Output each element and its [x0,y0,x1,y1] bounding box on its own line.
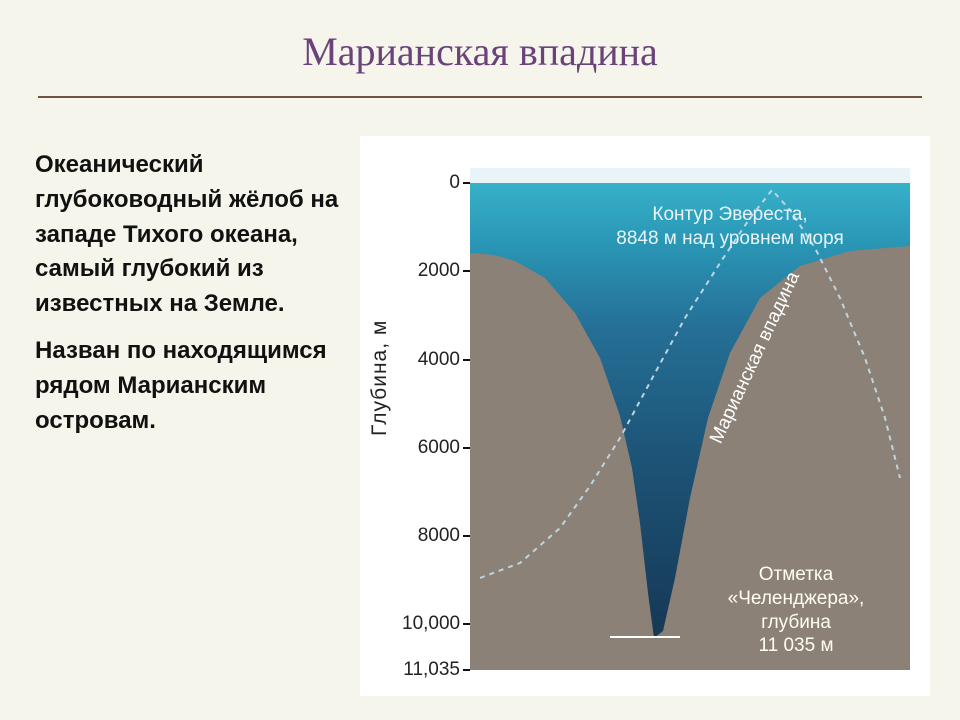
depth-diagram: Глубина, м Контур Эвереста, 8848 м над у… [360,136,930,696]
everest-label-line2: 8848 м над уровнем моря [616,228,844,249]
y-tick-label: 2000 [402,260,460,282]
y-tick-label: 10,000 [402,613,460,635]
description-block: Океанический глубоководный жёлоб на запа… [35,148,340,438]
description-p2: Назван по находящимся рядом Марианским о… [35,334,340,438]
y-tick-label: 8000 [402,525,460,547]
challenger-line2: «Челенджера», [728,588,865,609]
y-tick-label: 4000 [402,349,460,371]
y-tick-mark [463,623,470,625]
challenger-depth-mark [610,636,680,639]
title-divider [38,96,922,98]
y-tick-mark [463,535,470,537]
challenger-line4: 11 035 м [758,635,833,656]
y-tick-mark [463,447,470,449]
challenger-line1: Отметка [759,564,833,585]
y-tick-mark [463,270,470,272]
everest-label: Контур Эвереста, 8848 м над уровнем моря [570,203,890,251]
y-tick-mark [463,359,470,361]
y-axis-label: Глубина, м [368,320,392,436]
challenger-line3: глубина [761,612,831,633]
y-tick-label: 11,035 [402,659,460,681]
y-tick-label: 0 [402,172,460,194]
challenger-label: Отметка «Челенджера», глубина 11 035 м [696,563,896,658]
y-tick-label: 6000 [402,437,460,459]
y-tick-mark [463,182,470,184]
y-tick-mark [463,669,470,671]
everest-label-line1: Контур Эвереста, [652,204,807,225]
plot-area: Контур Эвереста, 8848 м над уровнем моря… [470,168,910,670]
page-title: Марианская впадина [0,28,960,75]
description-p1: Океанический глубоководный жёлоб на запа… [35,148,340,322]
